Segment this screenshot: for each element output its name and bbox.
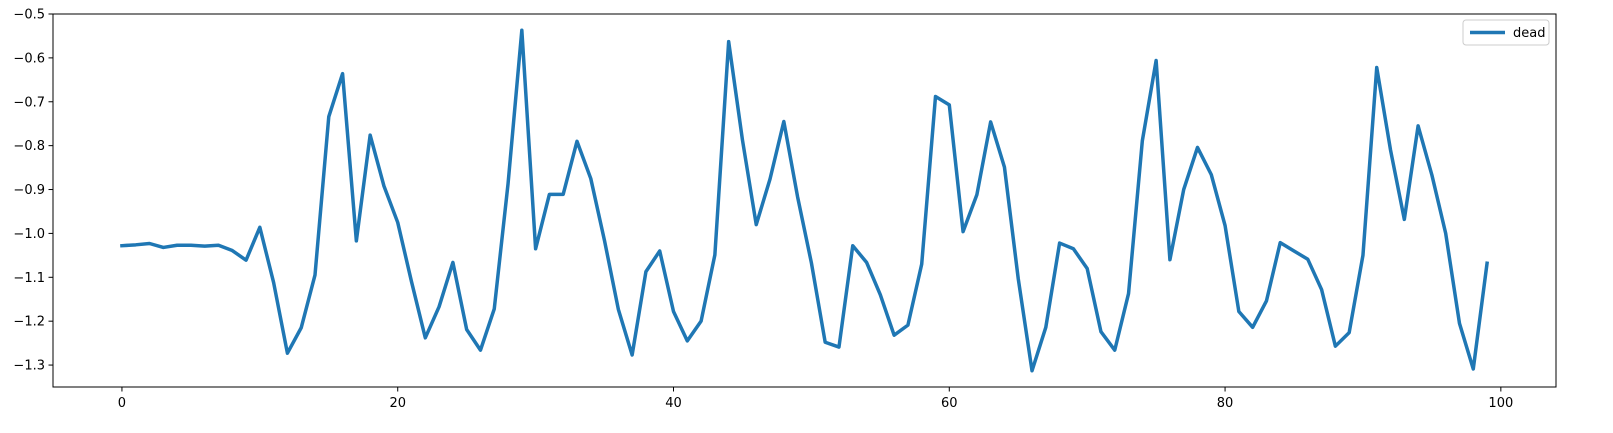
series-line-dead <box>120 28 1490 373</box>
legend: dead <box>1462 19 1550 46</box>
y-tick-label: −0.8 <box>13 139 45 154</box>
x-tick-label: 0 <box>118 396 126 411</box>
axes: 0 20 40 60 80 100 −1.3 −1.2 −1.1 −1.0 −0.9 −0.8 −0.7… <box>13 8 1557 411</box>
x-tick-label: 20 <box>389 396 406 411</box>
x-tick-label: 100 <box>1488 396 1513 411</box>
series-layer <box>120 28 1490 373</box>
legend-box <box>1462 19 1550 46</box>
x-tick-label: 60 <box>941 396 958 411</box>
x-tick-label: 80 <box>1217 396 1234 411</box>
axes-frame <box>52 13 1557 388</box>
x-tick-label: 40 <box>665 396 682 411</box>
y-tick-label: −0.7 <box>13 95 45 110</box>
y-tick-label: −1.0 <box>13 227 45 242</box>
y-tick-label: −0.9 <box>13 183 45 198</box>
y-tick-label: −1.3 <box>13 359 45 374</box>
y-tick-label: −1.1 <box>13 271 45 286</box>
legend-label-dead: dead <box>1513 26 1545 41</box>
y-tick-label: −0.6 <box>13 51 45 66</box>
y-tick-label: −0.5 <box>13 8 45 23</box>
y-tick-label: −1.2 <box>13 315 45 330</box>
